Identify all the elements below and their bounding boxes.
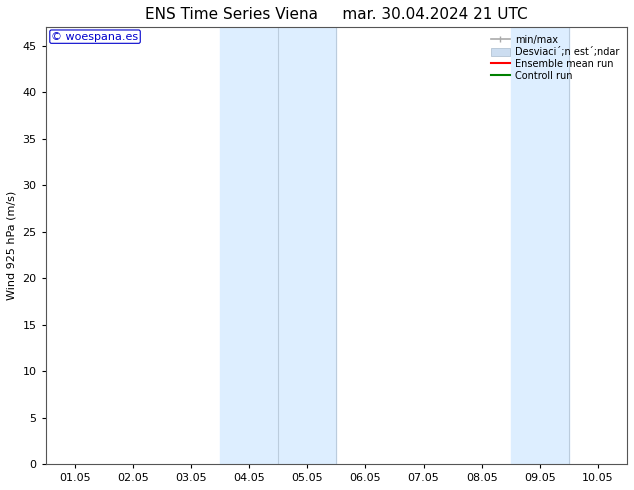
Bar: [220, 27, 337, 464]
Legend: min/max, Desviaci´;n est´;ndar, Ensemble mean run, Controll run: min/max, Desviaci´;n est´;ndar, Ensemble…: [488, 32, 622, 84]
Title: ENS Time Series Viena     mar. 30.04.2024 21 UTC: ENS Time Series Viena mar. 30.04.2024 21…: [145, 7, 527, 22]
Bar: [511, 27, 569, 464]
Y-axis label: Wind 925 hPa (m/s): Wind 925 hPa (m/s): [7, 191, 17, 300]
Text: © woespana.es: © woespana.es: [51, 32, 139, 42]
